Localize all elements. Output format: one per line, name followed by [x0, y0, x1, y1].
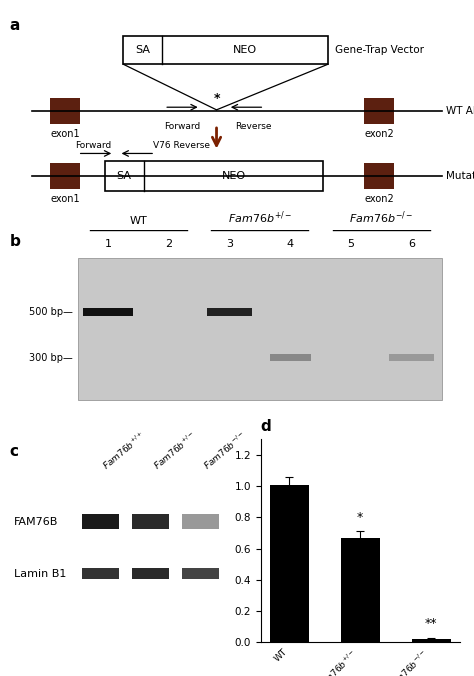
- Text: NEO: NEO: [233, 45, 257, 55]
- Text: 3: 3: [226, 239, 233, 249]
- Text: WT Allele: WT Allele: [447, 106, 474, 116]
- Bar: [341, 537, 380, 642]
- Text: 500 bp—: 500 bp—: [29, 307, 73, 317]
- Text: 300 bp—: 300 bp—: [29, 353, 73, 362]
- Bar: [389, 354, 434, 361]
- Text: a: a: [9, 18, 20, 32]
- Text: *: *: [213, 92, 220, 105]
- Text: $Fam76b^{+/-}$: $Fam76b^{+/-}$: [228, 210, 292, 226]
- Text: c: c: [9, 443, 18, 459]
- Bar: [365, 162, 394, 189]
- Text: *: *: [357, 510, 364, 524]
- Text: Gene-Trap Vector: Gene-Trap Vector: [335, 45, 424, 55]
- Bar: [365, 98, 394, 124]
- Text: 5: 5: [347, 239, 354, 249]
- Text: $Fam76b^{-/-}$: $Fam76b^{-/-}$: [201, 429, 249, 472]
- Bar: [83, 308, 133, 316]
- Bar: [123, 36, 328, 64]
- Bar: [182, 568, 219, 579]
- Text: Forward: Forward: [75, 141, 112, 150]
- Bar: [270, 485, 309, 642]
- Text: Reverse: Reverse: [235, 122, 271, 131]
- Bar: [82, 514, 118, 529]
- Bar: [132, 568, 169, 579]
- Bar: [132, 514, 169, 529]
- Text: $Fam76b^{+/+}$: $Fam76b^{+/+}$: [100, 429, 149, 472]
- Text: 2: 2: [165, 239, 173, 249]
- Text: NEO: NEO: [221, 171, 246, 180]
- Bar: [105, 160, 323, 191]
- Bar: [182, 514, 219, 529]
- Text: Forward: Forward: [164, 122, 201, 131]
- Text: **: **: [425, 617, 438, 630]
- Bar: [82, 568, 118, 579]
- Bar: [78, 258, 442, 400]
- Text: exon1: exon1: [50, 129, 80, 139]
- Text: 1: 1: [105, 239, 111, 249]
- Bar: [50, 162, 80, 189]
- Text: Lamin B1: Lamin B1: [14, 569, 66, 579]
- Text: $Fam76b^{-/-}$: $Fam76b^{-/-}$: [349, 210, 413, 226]
- Text: 4: 4: [286, 239, 294, 249]
- Text: FAM76B: FAM76B: [14, 516, 58, 527]
- Text: exon2: exon2: [365, 129, 394, 139]
- Text: V76 Reverse: V76 Reverse: [153, 141, 210, 150]
- Bar: [270, 354, 310, 361]
- Text: exon1: exon1: [50, 194, 80, 204]
- Text: WT: WT: [129, 216, 147, 226]
- Bar: [412, 639, 451, 642]
- Bar: [207, 308, 252, 316]
- Text: exon2: exon2: [365, 194, 394, 204]
- Text: 6: 6: [408, 239, 415, 249]
- Text: d: d: [261, 419, 272, 434]
- Bar: [50, 98, 80, 124]
- Text: b: b: [9, 234, 20, 249]
- Text: $Fam76b^{+/-}$: $Fam76b^{+/-}$: [151, 429, 199, 472]
- Text: Mutated Allele: Mutated Allele: [447, 171, 474, 180]
- Text: SA: SA: [117, 171, 132, 180]
- Text: SA: SA: [135, 45, 150, 55]
